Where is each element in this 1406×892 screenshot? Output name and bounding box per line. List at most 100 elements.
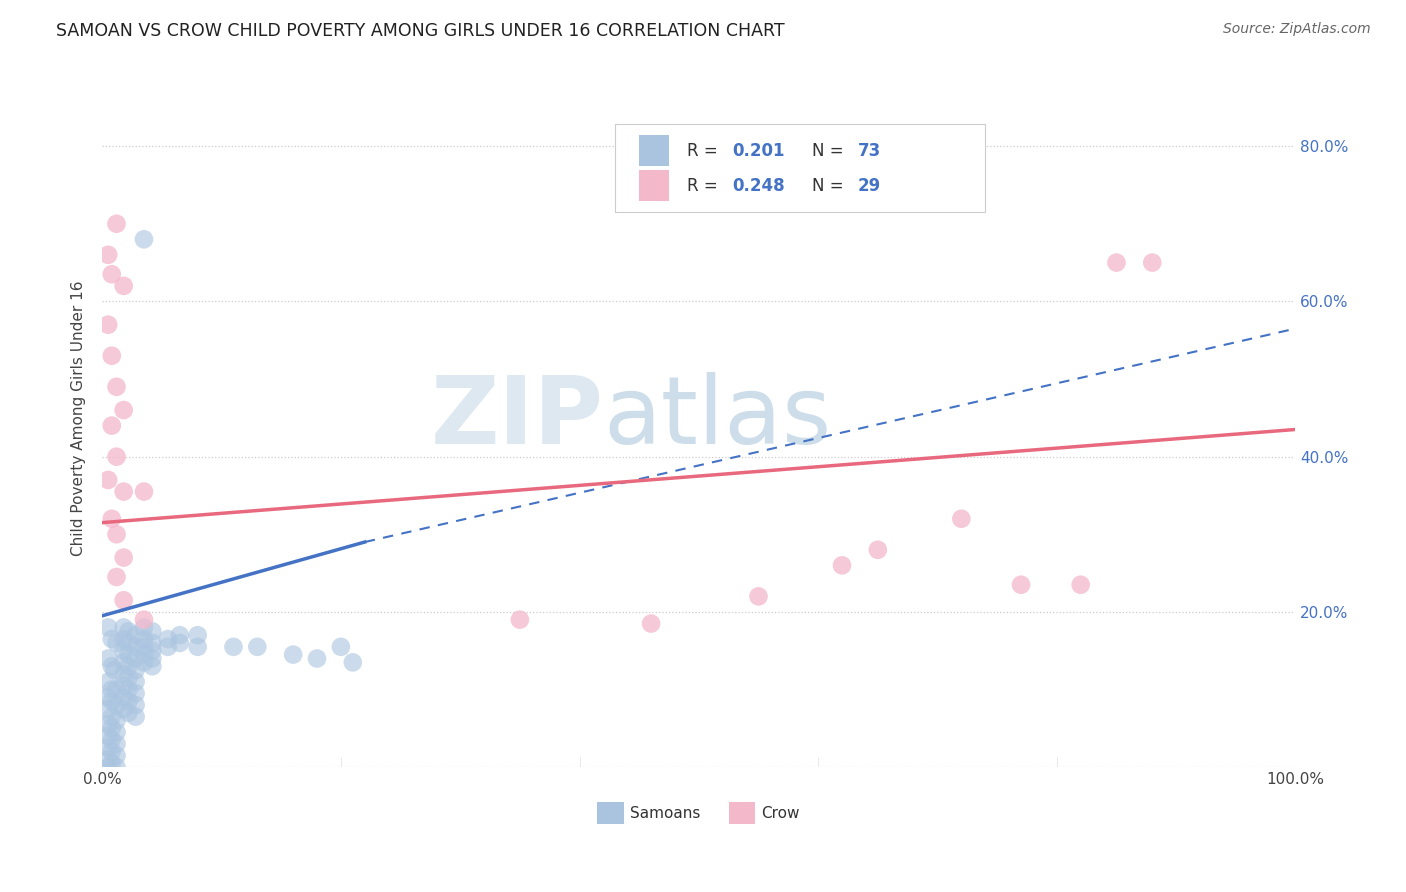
Point: [105, 714, 128, 728]
Point: [1142, 255, 1164, 269]
Text: N =: N =: [813, 142, 849, 160]
Point: [329, 640, 352, 654]
Text: 0.201: 0.201: [733, 142, 785, 160]
Text: Samoans: Samoans: [630, 805, 700, 821]
FancyBboxPatch shape: [616, 124, 986, 211]
Point: [112, 690, 135, 705]
Point: [112, 403, 135, 417]
Point: [97, 740, 120, 755]
Point: [222, 640, 245, 654]
Text: N =: N =: [813, 177, 849, 194]
Point: [831, 558, 853, 573]
Point: [1070, 578, 1092, 592]
Point: [124, 709, 146, 723]
Text: R =: R =: [688, 142, 723, 160]
Point: [97, 752, 120, 766]
Point: [950, 512, 973, 526]
Point: [132, 640, 155, 654]
Point: [97, 318, 120, 332]
Point: [112, 656, 135, 670]
Point: [132, 613, 155, 627]
Point: [100, 267, 122, 281]
Point: [141, 636, 163, 650]
Point: [112, 702, 135, 716]
Point: [97, 760, 120, 774]
Point: [112, 620, 135, 634]
Point: [97, 674, 120, 689]
Point: [100, 632, 122, 646]
Text: atlas: atlas: [603, 372, 831, 464]
Point: [100, 709, 122, 723]
Point: [117, 706, 139, 720]
Point: [112, 644, 135, 658]
Point: [105, 682, 128, 697]
Point: [100, 722, 122, 736]
Point: [97, 620, 120, 634]
Bar: [728, 802, 755, 824]
Point: [1105, 255, 1128, 269]
Point: [187, 640, 209, 654]
Point: [342, 656, 364, 670]
Point: [105, 527, 128, 541]
Text: SAMOAN VS CROW CHILD POVERTY AMONG GIRLS UNDER 16 CORRELATION CHART: SAMOAN VS CROW CHILD POVERTY AMONG GIRLS…: [56, 22, 785, 40]
Point: [112, 278, 135, 293]
Point: [132, 232, 155, 246]
Point: [187, 628, 209, 642]
Point: [97, 702, 120, 716]
Point: [132, 484, 155, 499]
Point: [117, 694, 139, 708]
Point: [117, 648, 139, 662]
Point: [156, 640, 179, 654]
Point: [132, 620, 155, 634]
Point: [132, 648, 155, 662]
Point: [105, 725, 128, 739]
Point: [509, 613, 531, 627]
Point: [112, 550, 135, 565]
Point: [100, 682, 122, 697]
Point: [141, 651, 163, 665]
Point: [117, 682, 139, 697]
Point: [124, 663, 146, 677]
Point: [100, 512, 122, 526]
Point: [97, 651, 120, 665]
Y-axis label: Child Poverty Among Girls Under 16: Child Poverty Among Girls Under 16: [72, 280, 86, 556]
Point: [105, 698, 128, 712]
Point: [112, 593, 135, 607]
Point: [105, 748, 128, 763]
Point: [100, 694, 122, 708]
Text: Crow: Crow: [761, 805, 800, 821]
Point: [100, 733, 122, 747]
Bar: [640, 169, 669, 202]
Text: 73: 73: [858, 142, 880, 160]
Point: [124, 686, 146, 700]
Point: [141, 659, 163, 673]
Point: [117, 659, 139, 673]
Point: [97, 717, 120, 731]
Point: [124, 698, 146, 712]
Point: [1010, 578, 1032, 592]
Point: [640, 616, 662, 631]
Point: [105, 380, 128, 394]
Text: 0.248: 0.248: [733, 177, 785, 194]
Point: [281, 648, 304, 662]
Point: [97, 248, 120, 262]
Point: [100, 659, 122, 673]
Point: [124, 651, 146, 665]
Point: [117, 636, 139, 650]
Point: [112, 679, 135, 693]
Point: [132, 632, 155, 646]
Point: [305, 651, 328, 665]
Point: [124, 674, 146, 689]
Point: [132, 656, 155, 670]
Point: [112, 667, 135, 681]
Point: [124, 640, 146, 654]
Point: [246, 640, 269, 654]
Point: [117, 671, 139, 685]
Point: [105, 217, 128, 231]
Point: [117, 624, 139, 639]
Point: [156, 632, 179, 646]
Point: [169, 628, 191, 642]
Text: R =: R =: [688, 177, 723, 194]
Point: [97, 473, 120, 487]
Point: [100, 745, 122, 759]
